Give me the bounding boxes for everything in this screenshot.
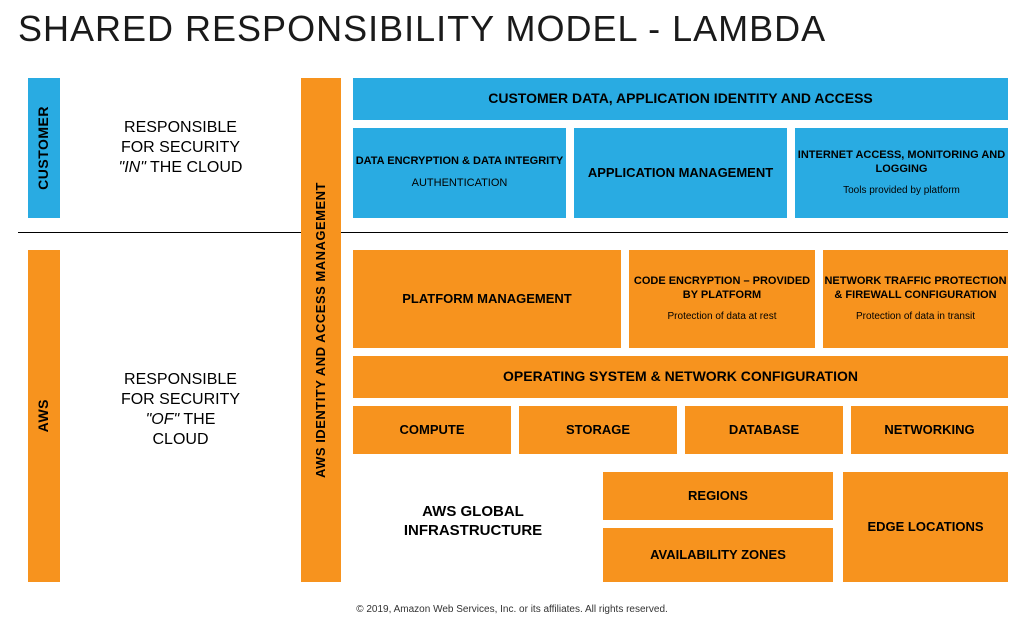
cust-line3: "IN" THE CLOUD: [119, 158, 243, 178]
aws-r3-1: STORAGE: [566, 422, 630, 438]
aws-r2-text: OPERATING SYSTEM & NETWORK CONFIGURATION: [503, 368, 858, 386]
aws-line3: "OF" THE: [146, 410, 216, 430]
cust-box-encryption: DATA ENCRYPTION & DATA INTEGRITY AUTHENT…: [353, 128, 566, 218]
aws-vertical-text: AWS: [35, 399, 53, 432]
cust-box-appmgmt: APPLICATION MANAGEMENT: [574, 128, 787, 218]
cust-line1: RESPONSIBLE: [124, 118, 237, 138]
aws-box-networking: NETWORKING: [851, 406, 1008, 454]
aws-r1-0-title: PLATFORM MANAGEMENT: [402, 291, 571, 307]
aws-box-regions: REGIONS: [603, 472, 833, 520]
cust-box-1-title: APPLICATION MANAGEMENT: [588, 165, 773, 181]
aws-infra-text: AWS GLOBAL INFRASTRUCTURE: [353, 503, 593, 541]
customer-vertical-label: CUSTOMER: [28, 78, 60, 218]
customer-description: RESPONSIBLE FOR SECURITY "IN" THE CLOUD: [73, 88, 288, 208]
aws-description: RESPONSIBLE FOR SECURITY "OF" THE CLOUD: [73, 330, 288, 490]
aws-box-az: AVAILABILITY ZONES: [603, 528, 833, 582]
aws-box-platform: PLATFORM MANAGEMENT: [353, 250, 621, 348]
cust-line2: FOR SECURITY: [121, 138, 240, 158]
cust-box-2-sub: Tools provided by platform: [843, 185, 960, 198]
divider-line: [18, 232, 1008, 233]
aws-r3-0: COMPUTE: [400, 422, 465, 438]
aws-box-code-encryption: CODE ENCRYPTION – PROVIDED BY PLATFORM P…: [629, 250, 815, 348]
aws-r1-1-sub: Protection of data at rest: [668, 311, 777, 324]
aws-r1-2-title: NETWORK TRAFFIC PROTECTION & FIREWALL CO…: [823, 275, 1008, 303]
customer-top-bar: CUSTOMER DATA, APPLICATION IDENTITY AND …: [353, 78, 1008, 120]
cust-box-0-title: DATA ENCRYPTION & DATA INTEGRITY: [356, 155, 564, 169]
customer-top-bar-text: CUSTOMER DATA, APPLICATION IDENTITY AND …: [488, 90, 873, 108]
aws-r3-3: NETWORKING: [884, 422, 974, 438]
footer-copyright: © 2019, Amazon Web Services, Inc. or its…: [0, 604, 1024, 615]
aws-box-network-traffic: NETWORK TRAFFIC PROTECTION & FIREWALL CO…: [823, 250, 1008, 348]
diagram-area: CUSTOMER RESPONSIBLE FOR SECURITY "IN" T…: [18, 60, 1018, 590]
aws-global-infra-label: AWS GLOBAL INFRASTRUCTURE: [353, 462, 593, 582]
aws-line4: CLOUD: [152, 430, 208, 450]
aws-box-compute: COMPUTE: [353, 406, 511, 454]
cust-box-internet: INTERNET ACCESS, MONITORING AND LOGGING …: [795, 128, 1008, 218]
cust-box-0-sub: AUTHENTICATION: [412, 177, 508, 191]
aws-az-text: AVAILABILITY ZONES: [650, 547, 786, 563]
iam-label: AWS IDENTITY AND ACCESS MANAGEMENT: [313, 182, 329, 478]
customer-vertical-text: CUSTOMER: [35, 106, 53, 190]
aws-r1-2-sub: Protection of data in transit: [856, 311, 975, 324]
aws-r3-2: DATABASE: [729, 422, 799, 438]
aws-edge-text: EDGE LOCATIONS: [867, 519, 983, 535]
aws-regions-text: REGIONS: [688, 488, 748, 504]
aws-vertical-label: AWS: [28, 250, 60, 582]
aws-box-storage: STORAGE: [519, 406, 677, 454]
aws-r1-1-title: CODE ENCRYPTION – PROVIDED BY PLATFORM: [629, 275, 815, 303]
cust-box-2-title: INTERNET ACCESS, MONITORING AND LOGGING: [795, 149, 1008, 177]
aws-line1: RESPONSIBLE: [124, 370, 237, 390]
page-title: SHARED RESPONSIBILITY MODEL - LAMBDA: [0, 0, 1024, 50]
iam-column: AWS IDENTITY AND ACCESS MANAGEMENT: [301, 78, 341, 582]
aws-line2: FOR SECURITY: [121, 390, 240, 410]
aws-box-database: DATABASE: [685, 406, 843, 454]
aws-os-network-bar: OPERATING SYSTEM & NETWORK CONFIGURATION: [353, 356, 1008, 398]
aws-box-edge: EDGE LOCATIONS: [843, 472, 1008, 582]
